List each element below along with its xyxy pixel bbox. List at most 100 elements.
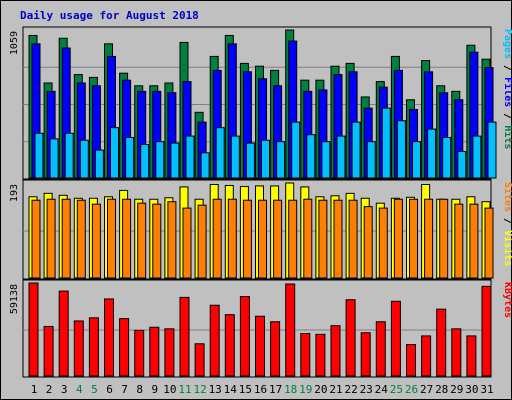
pages-bar (230, 135, 240, 179)
sites-bar (91, 203, 101, 279)
pages-bar (215, 127, 225, 179)
sites-bar (409, 198, 418, 279)
day-label: 19 (299, 383, 312, 396)
kbytes-bar (270, 321, 281, 377)
sites-bar (258, 199, 267, 279)
sites-bar (182, 207, 192, 279)
kbytes-bar (360, 332, 371, 377)
day-label: 6 (106, 383, 113, 396)
day-label: 15 (239, 383, 252, 396)
day-label: 13 (209, 383, 222, 396)
pages-bar (366, 141, 376, 179)
sites-bar (484, 207, 494, 279)
day-label: 9 (151, 383, 158, 396)
pages-bar (79, 139, 89, 179)
day-label: 25 (390, 383, 403, 396)
day-label: 22 (344, 383, 357, 396)
pages-bar (396, 120, 406, 179)
sites-bar (393, 198, 403, 279)
pages-bar (245, 142, 255, 179)
kbytes-bar (375, 321, 386, 377)
chart-title: Daily usage for August 2018 (20, 9, 199, 22)
pages-bar (155, 141, 165, 179)
pages-bar (64, 132, 74, 179)
sites-bar (197, 204, 207, 279)
kbytes-bar (43, 325, 54, 377)
legend-entry: Visits (502, 230, 512, 266)
pages-bar (442, 136, 452, 179)
kbytes-bar (239, 296, 250, 377)
kbytes-bar (421, 335, 432, 377)
day-label: 16 (254, 383, 267, 396)
sites-bar (454, 203, 464, 279)
day-label: 30 (465, 383, 478, 396)
day-label: 2 (46, 383, 53, 396)
kbytes-bar (164, 328, 175, 377)
sites-bar (46, 198, 56, 279)
kbytes-bar (119, 318, 130, 377)
legend-entry: Pages (502, 29, 512, 59)
sites-bar (469, 203, 479, 279)
kbytes-bar (179, 296, 190, 377)
pages-bar (94, 149, 104, 179)
kbytes-bar (209, 304, 220, 377)
kbytes-bar (134, 329, 145, 377)
sites-bar (303, 198, 313, 279)
sites-bar (137, 202, 147, 279)
legend-entry: / (502, 59, 512, 77)
kbytes-bar (255, 315, 265, 377)
day-label: 14 (224, 383, 238, 396)
day-label: 27 (420, 383, 433, 396)
kbytes-bar (224, 314, 235, 377)
pages-bar (200, 152, 210, 179)
kbytes-bar (194, 343, 205, 377)
day-label: 3 (61, 383, 68, 396)
sites-bar (378, 207, 388, 279)
pages-bar (336, 135, 346, 179)
kbytes-bar (88, 317, 99, 377)
day-label: 28 (435, 383, 448, 396)
sites-bar (227, 198, 237, 279)
kbytes-bar (330, 325, 341, 377)
sites-bar (439, 198, 449, 279)
legend-entry: / (502, 212, 512, 230)
kbytes-bar (345, 299, 356, 377)
day-label: 29 (450, 383, 463, 396)
sites-bar (333, 199, 343, 279)
legend-kbytes: KBytes (502, 282, 512, 318)
kbytes-bar (406, 344, 416, 377)
day-label: 10 (163, 383, 176, 396)
day-label: 31 (480, 383, 493, 396)
sites-bar (348, 199, 358, 279)
sites-bar (122, 198, 132, 279)
sites-bar (363, 206, 373, 279)
kbytes-bar (436, 308, 447, 377)
sites-bar (242, 199, 252, 279)
pages-bar (306, 134, 316, 179)
kbytes-bar (58, 290, 69, 377)
day-label: 21 (329, 383, 342, 396)
sites-bar (288, 199, 298, 279)
kbytes-bar (149, 326, 160, 377)
pages-bar (261, 139, 270, 179)
pages-bar (170, 142, 180, 179)
pages-bar (34, 132, 44, 179)
day-label: 24 (375, 383, 389, 396)
day-label: 17 (269, 383, 282, 396)
kbytes-bar (390, 300, 401, 377)
kbytes-bar (73, 320, 84, 377)
sites-bar (107, 198, 116, 279)
pages-bar (472, 135, 482, 179)
day-label: 1 (31, 383, 38, 396)
pages-bar (321, 141, 331, 179)
legend-entry: / (502, 107, 512, 125)
kbytes-bar (28, 282, 39, 377)
legend-entry: KBytes (502, 282, 512, 318)
legend-entry: Hits (502, 125, 512, 149)
legend-entry: Sites (502, 182, 512, 212)
pages-bar (427, 128, 437, 179)
kbytes-bar (285, 283, 296, 377)
day-label: 8 (136, 383, 143, 396)
pages-bar (185, 135, 195, 179)
